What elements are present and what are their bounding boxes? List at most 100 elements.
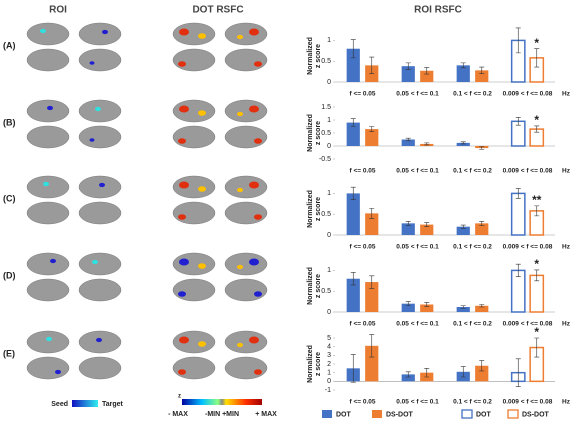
y-tick-label: 0.5 (321, 211, 331, 218)
bar (475, 223, 489, 235)
brain (224, 99, 268, 123)
brain (224, 356, 268, 380)
brain (224, 48, 268, 72)
error-bar (405, 220, 411, 226)
brain (224, 22, 268, 46)
y-axis-label: Normalized (307, 114, 314, 152)
error-bar (424, 142, 430, 146)
error-bar (515, 358, 521, 387)
legend-label: DOT (336, 411, 352, 418)
bar (456, 65, 470, 82)
activation (55, 369, 61, 375)
legend-swatch (372, 410, 382, 418)
header: ROI RSFC (414, 5, 462, 16)
legend-swatch (507, 409, 519, 419)
legend-swatch (461, 409, 473, 419)
brain (172, 125, 216, 149)
y-tick-label: -0.5 (319, 156, 331, 163)
bar (456, 307, 470, 312)
bar (475, 70, 489, 82)
brain (26, 48, 70, 72)
error-bar (350, 272, 356, 286)
brain (26, 125, 70, 149)
panel-label: (C) (3, 193, 16, 203)
activation (198, 33, 206, 39)
bar (365, 213, 379, 235)
activation (92, 259, 98, 265)
activation (237, 342, 243, 348)
y-axis-label: Normalized (307, 190, 314, 228)
error-bar (479, 66, 485, 74)
error-bar (515, 188, 521, 199)
activation (249, 181, 259, 189)
brain (78, 22, 122, 46)
error-bar (369, 334, 375, 358)
activation (254, 369, 262, 375)
brain (172, 356, 216, 380)
activation (178, 61, 186, 67)
x-tick-label: f <= 0.05 (349, 321, 375, 328)
seed-target-bar (72, 400, 98, 407)
y-axis-label: z score (315, 121, 322, 145)
y-tick-label: 1 (327, 190, 331, 197)
x-tick-label: 0.05 < f <= 0.1 (396, 399, 439, 406)
error-bar (369, 56, 375, 74)
y-tick-label: 0 (327, 79, 331, 86)
error-bar (369, 126, 375, 132)
activation (198, 186, 206, 192)
activation (198, 110, 206, 116)
bar (401, 66, 415, 82)
x-tick-label: 0.009 < f <= 0.08 (503, 168, 553, 175)
activation (47, 105, 53, 111)
activation (179, 105, 189, 113)
brain (224, 201, 268, 225)
y-tick-label: 0 (327, 143, 331, 150)
brain (78, 201, 122, 225)
activation (249, 28, 259, 36)
x-tick-label: 0.1 < f <= 0.2 (453, 168, 492, 175)
error-bar (405, 137, 411, 142)
activation (254, 214, 262, 220)
y-tick-label: 1 (327, 267, 331, 274)
activation (237, 187, 243, 193)
colorbar-tick: + MAX (255, 411, 277, 418)
x-axis-label: Hz (562, 244, 571, 251)
brain (26, 278, 70, 302)
activation (50, 258, 56, 264)
bar (346, 122, 360, 146)
significance: * (534, 36, 539, 50)
activation (198, 263, 206, 269)
bar (475, 305, 489, 312)
y-axis-label: z score (315, 197, 322, 221)
activation (43, 181, 49, 187)
error-bar (460, 62, 466, 69)
error-bar (460, 141, 466, 145)
error-bar (424, 368, 430, 378)
activation (249, 336, 259, 344)
x-tick-label: 0.009 < f <= 0.08 (503, 399, 553, 406)
error-bar (479, 220, 485, 226)
x-tick-label: 0.009 < f <= 0.08 (503, 321, 553, 328)
bar (401, 303, 415, 312)
error-bar (460, 305, 466, 309)
bar (420, 70, 434, 82)
activation (96, 337, 102, 343)
brain (78, 125, 122, 149)
brain (26, 356, 70, 380)
activation (40, 28, 46, 34)
activation (254, 61, 262, 67)
activation (198, 341, 206, 347)
brain (172, 330, 216, 354)
brain (26, 175, 70, 199)
bar (346, 193, 360, 235)
bar (346, 278, 360, 312)
x-tick-label: 0.009 < f <= 0.08 (503, 91, 553, 98)
y-tick-label: 3 (327, 352, 331, 359)
seed-label: Seed (51, 401, 68, 408)
activation (254, 138, 262, 144)
x-tick-label: f <= 0.05 (349, 399, 375, 406)
activation (178, 369, 186, 375)
activation (46, 336, 52, 342)
activation (179, 258, 189, 266)
